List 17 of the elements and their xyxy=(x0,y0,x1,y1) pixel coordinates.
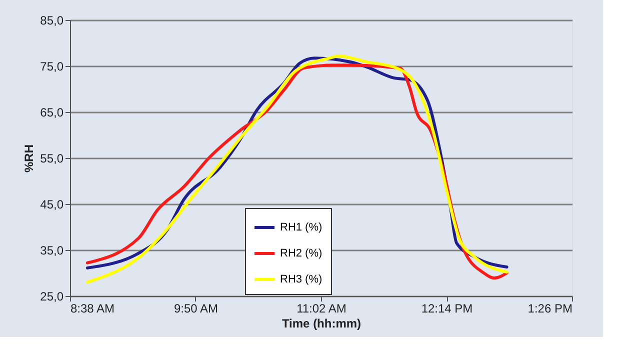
x-tick-label: 12:14 PM xyxy=(421,302,473,316)
x-tick-label: 1:26 PM xyxy=(528,302,572,316)
x-tick-label: 8:38 AM xyxy=(70,302,115,316)
y-tick-label: 55,0 xyxy=(40,152,64,166)
y-tick-label: 75,0 xyxy=(40,60,64,74)
y-tick-label: 45,0 xyxy=(40,198,64,212)
x-tick-label: 9:50 AM xyxy=(174,302,218,316)
legend-label: RH2 (%) xyxy=(280,248,322,260)
legend-label: RH3 (%) xyxy=(280,274,322,286)
legend-label: RH1 (%) xyxy=(280,222,322,234)
y-tick-label: 35,0 xyxy=(40,244,64,258)
y-tick-label: 65,0 xyxy=(40,106,64,120)
y-axis-title: %RH xyxy=(22,144,36,173)
x-tick-label: 11:02 AM xyxy=(296,302,346,316)
y-tick-label: 85,0 xyxy=(40,14,64,28)
x-axis-title: Time (hh:mm) xyxy=(282,316,362,330)
y-tick-label: 25,0 xyxy=(40,290,64,304)
